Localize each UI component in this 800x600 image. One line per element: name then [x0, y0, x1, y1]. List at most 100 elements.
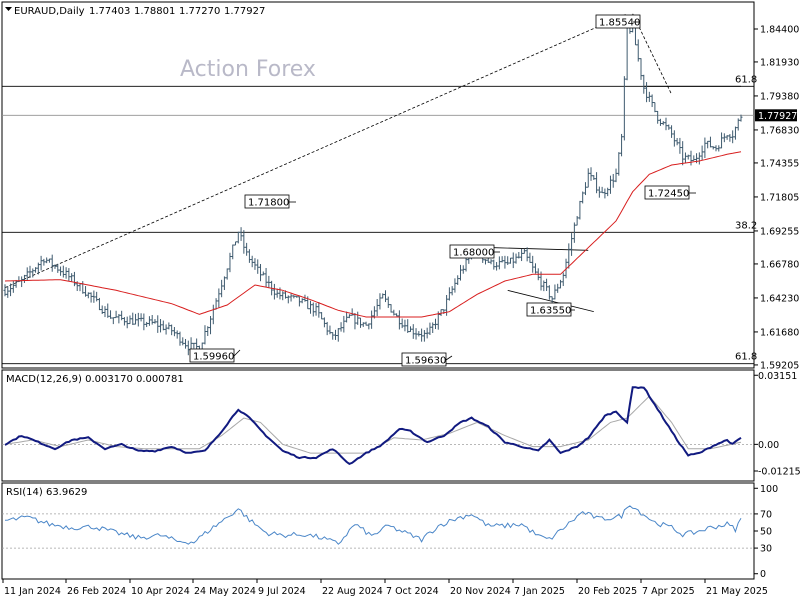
x-tick-label: 26 Feb 2024: [67, 586, 126, 597]
ohlc-bar: [531, 255, 535, 273]
ohlc-bar: [664, 117, 668, 131]
ohlc-bar: [431, 322, 435, 333]
price-callout: 1.63550: [526, 302, 575, 317]
ohlc-bar: [570, 233, 574, 256]
ohlc-bar: [111, 317, 115, 325]
chart-title: EURAUD,Daily: [14, 6, 85, 17]
ohlc-bar: [220, 279, 224, 298]
macd-y-tick-label: 0.03151: [758, 371, 797, 382]
ohlc-bar: [711, 146, 715, 150]
ohlc-bar: [175, 330, 179, 339]
ohlc-bar: [292, 295, 296, 299]
ohlc-bar: [50, 254, 54, 272]
ohlc-bar: [42, 258, 46, 266]
ohlc-bar: [442, 309, 446, 314]
x-tick-label: 10 Apr 2024: [131, 586, 190, 597]
ohlc-bar: [264, 267, 268, 287]
ohlc-bar: [261, 271, 265, 276]
ohlc-bar: [456, 275, 460, 285]
ohlc-bar: [608, 175, 612, 194]
x-tick-label: 22 Aug 2024: [322, 586, 383, 597]
rsi-y-tick-label: 0: [760, 569, 766, 580]
x-tick-label: 24 May 2024: [194, 586, 256, 597]
ohlc-bar: [209, 316, 213, 335]
ohlc-bar: [320, 312, 324, 320]
ohlc-bar: [514, 253, 518, 264]
ohlc-bar: [525, 247, 529, 262]
ohlc-bar: [603, 188, 607, 199]
rsi-plot: [2, 505, 754, 549]
ohlc-bar: [656, 110, 660, 124]
ohlc-bar: [692, 155, 696, 161]
y-tick-label: 1.84400: [760, 25, 799, 36]
macd-panel-frame: [1, 369, 755, 482]
ohlc-bar: [370, 310, 374, 329]
price-callout: 1.71800: [244, 194, 296, 209]
ohlc-bar: [67, 268, 71, 282]
ohlc-bar: [342, 315, 346, 333]
ohlc-high: 1.78801: [134, 6, 175, 17]
price-callout: 1.59960: [189, 348, 241, 363]
ohlc-bar: [242, 230, 246, 254]
ohlc-bar: [453, 278, 457, 293]
ohlc-bar: [245, 242, 249, 256]
ohlc-bar: [589, 167, 593, 181]
ohlc-bar: [731, 130, 735, 144]
ohlc-bar: [297, 296, 301, 307]
ohlc-bar: [361, 322, 365, 327]
ohlc-bar: [114, 310, 118, 319]
ohlc-bar: [167, 322, 171, 330]
y-tick-label: 1.76830: [760, 125, 799, 136]
ohlc-bar: [231, 244, 235, 260]
price-callout-text: 1.63550: [530, 306, 571, 317]
ohlc-bar: [561, 272, 565, 287]
macd-y-tick-label: -0.01215: [758, 467, 800, 478]
ohlc-bar: [328, 325, 332, 335]
ohlc-bar: [256, 259, 260, 274]
y-tick-label: 1.64230: [760, 293, 799, 304]
ohlc-bar: [128, 315, 132, 325]
x-tick-label: 11 Jan 2024: [4, 586, 61, 597]
axes: 1.84400 1.81930 1.79380 1.76830 1.74355 1.718…: [2, 25, 800, 597]
ohlc-bar: [667, 124, 671, 130]
ohlc-bar: [697, 152, 701, 165]
ohlc-bar: [592, 175, 596, 180]
ohlc-bar: [234, 241, 238, 246]
ohlc-bar: [364, 321, 368, 326]
ohlc-bar: [156, 315, 160, 333]
y-tick-label: 1.69255: [760, 226, 799, 237]
ohlc-bar: [722, 133, 726, 143]
ohlc-bar: [645, 82, 649, 103]
ohlc-bar: [325, 321, 329, 336]
ohlc-bar: [239, 227, 243, 241]
price-callout: 1.72450: [644, 185, 696, 200]
ohlc-bar: [586, 168, 590, 188]
macd-title: MACD(12,26,9) 0.003170 0.000781: [6, 374, 184, 385]
ohlc-bar: [106, 303, 110, 318]
ohlc-bar: [606, 187, 610, 197]
ohlc-bar: [517, 251, 521, 259]
ohlc-bar: [117, 314, 121, 324]
ohlc-bar: [567, 243, 571, 269]
chart-menu-triangle-icon[interactable]: [5, 7, 12, 11]
ohlc-bar: [150, 315, 154, 325]
ohlc-bar: [658, 118, 662, 126]
price-callout: 1.68000: [449, 244, 500, 259]
ohlc-bar: [34, 267, 38, 273]
ohlc-bar: [181, 337, 185, 346]
ohlc-bar: [389, 304, 393, 313]
ohlc-bar: [406, 319, 410, 333]
y-tick-label: 1.79380: [760, 91, 799, 102]
ohlc-bar: [192, 342, 196, 349]
ohlc-bar: [53, 264, 57, 269]
ohlc-bar: [736, 118, 740, 131]
ohlc-bar: [70, 273, 74, 282]
ohlc-bar: [345, 311, 349, 323]
ohlc-bar: [259, 264, 263, 282]
ohlc-bar: [495, 262, 499, 271]
price-callout: 1.85540: [595, 14, 641, 29]
ohlc-bar: [272, 283, 276, 300]
ohlc-bar: [134, 313, 138, 325]
ohlc-bar: [636, 39, 640, 62]
rsi-y-tick-label: 30: [760, 544, 772, 555]
